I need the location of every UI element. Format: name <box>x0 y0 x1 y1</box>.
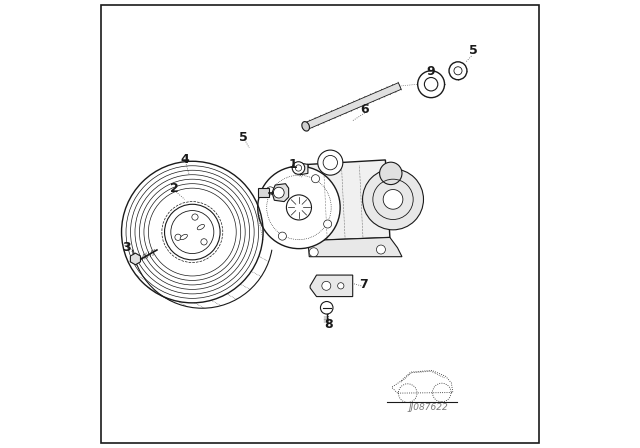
Text: 6: 6 <box>360 103 369 116</box>
Text: 5: 5 <box>469 43 477 57</box>
Circle shape <box>321 302 333 314</box>
Polygon shape <box>272 184 289 202</box>
Polygon shape <box>294 163 308 175</box>
Polygon shape <box>308 160 390 241</box>
Ellipse shape <box>197 224 205 230</box>
Circle shape <box>362 169 424 230</box>
Circle shape <box>192 214 198 220</box>
Text: 2: 2 <box>170 181 179 195</box>
Circle shape <box>312 175 319 183</box>
Circle shape <box>380 162 402 185</box>
Circle shape <box>338 283 344 289</box>
Circle shape <box>383 190 403 209</box>
Circle shape <box>418 71 445 98</box>
Circle shape <box>164 204 220 260</box>
Polygon shape <box>308 237 402 257</box>
Circle shape <box>376 245 385 254</box>
Circle shape <box>324 220 332 228</box>
Text: 8: 8 <box>324 318 332 332</box>
Circle shape <box>322 281 331 290</box>
Circle shape <box>273 187 284 198</box>
Text: 4: 4 <box>180 152 189 166</box>
Circle shape <box>278 232 287 240</box>
Circle shape <box>287 195 312 220</box>
Text: 5: 5 <box>239 131 248 145</box>
Polygon shape <box>310 275 353 297</box>
Circle shape <box>309 248 318 257</box>
Circle shape <box>292 162 305 174</box>
Circle shape <box>449 62 467 80</box>
Ellipse shape <box>302 121 310 131</box>
Polygon shape <box>258 188 269 197</box>
Ellipse shape <box>180 234 188 240</box>
Circle shape <box>258 166 340 249</box>
Text: 9: 9 <box>427 65 435 78</box>
Text: JJ087622: JJ087622 <box>408 403 448 412</box>
Text: 1: 1 <box>289 158 298 171</box>
Polygon shape <box>304 83 401 129</box>
Text: 7: 7 <box>360 278 368 292</box>
Circle shape <box>266 187 275 195</box>
Polygon shape <box>131 253 140 265</box>
Text: 3: 3 <box>122 241 131 254</box>
Circle shape <box>201 239 207 245</box>
Circle shape <box>175 234 181 241</box>
Circle shape <box>317 150 343 175</box>
